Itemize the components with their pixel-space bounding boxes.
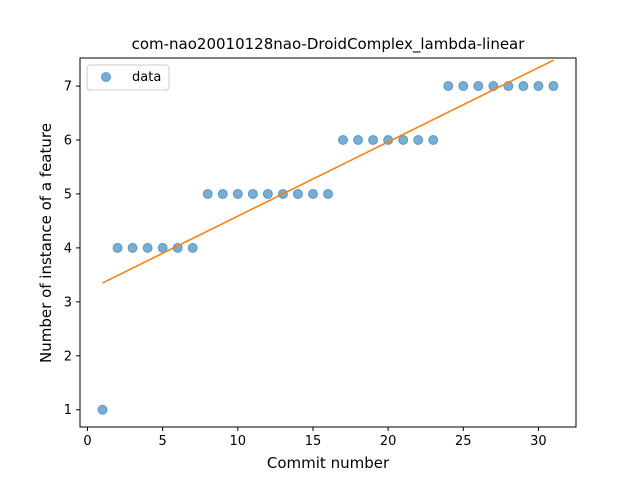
- data-point: [458, 81, 469, 92]
- data-point: [368, 135, 379, 145]
- legend: data: [86, 64, 170, 91]
- y-tick-label: 5: [64, 187, 72, 202]
- data-point: [353, 135, 364, 145]
- data-point: [323, 188, 333, 199]
- data-point: [187, 242, 198, 253]
- x-tick-label: 20: [380, 434, 397, 449]
- data-point: [97, 404, 108, 415]
- x-axis-label: Commit number: [267, 454, 390, 472]
- x-tick-label: 0: [83, 434, 91, 449]
- data-point: [518, 81, 529, 92]
- y-axis-ticks: 1 2 3 4 5 6 7: [64, 80, 80, 418]
- data-point: [533, 81, 544, 92]
- y-tick-label: 6: [64, 134, 72, 149]
- x-tick-label: 25: [455, 434, 472, 449]
- data-point: [338, 135, 349, 145]
- fit-line: [102, 59, 554, 284]
- data-point: [142, 242, 153, 253]
- legend-label: data: [132, 70, 161, 85]
- x-tick-label: 5: [159, 434, 167, 449]
- y-axis-label: Number of instance of a feature: [37, 123, 55, 363]
- plot-frame: [79, 57, 577, 428]
- chart-title: com-nao20010128nao-DroidComplex_lambda-l…: [132, 35, 526, 54]
- data-point: [307, 188, 318, 199]
- data-point: [548, 81, 559, 92]
- data-point: [127, 242, 138, 253]
- data-point: [112, 242, 123, 253]
- data-point: [473, 81, 484, 92]
- data-point: [217, 188, 228, 199]
- y-tick-label: 1: [64, 403, 72, 418]
- x-tick-label: 30: [530, 434, 547, 449]
- x-tick-label: 10: [230, 434, 247, 449]
- x-axis-ticks: 0 5 10 15 20 25 30: [83, 427, 547, 449]
- data-point: [202, 188, 213, 199]
- plot-area: [97, 59, 559, 415]
- y-tick-label: 2: [64, 349, 72, 364]
- y-tick-label: 3: [64, 295, 72, 310]
- data-point: [247, 188, 258, 199]
- legend-marker: [101, 72, 111, 82]
- data-point: [292, 188, 303, 199]
- data-point: [428, 135, 439, 145]
- y-tick-label: 4: [64, 241, 72, 256]
- legend-box: [86, 64, 170, 91]
- data-point: [232, 188, 243, 199]
- data-point: [443, 81, 454, 92]
- y-tick-label: 7: [64, 80, 72, 95]
- data-point: [262, 188, 273, 199]
- data-point: [398, 135, 409, 145]
- data-point: [413, 135, 424, 145]
- x-tick-label: 15: [305, 434, 322, 449]
